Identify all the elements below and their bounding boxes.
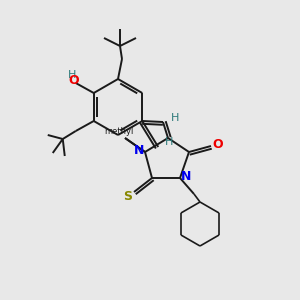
Text: O: O	[213, 139, 223, 152]
Text: methyl: methyl	[104, 128, 134, 136]
Text: S: S	[124, 190, 133, 202]
Text: O: O	[68, 74, 79, 88]
Text: H: H	[171, 113, 179, 123]
Text: N: N	[181, 170, 191, 184]
Text: H: H	[68, 70, 76, 80]
Text: N: N	[134, 145, 144, 158]
Text: H: H	[165, 137, 173, 147]
